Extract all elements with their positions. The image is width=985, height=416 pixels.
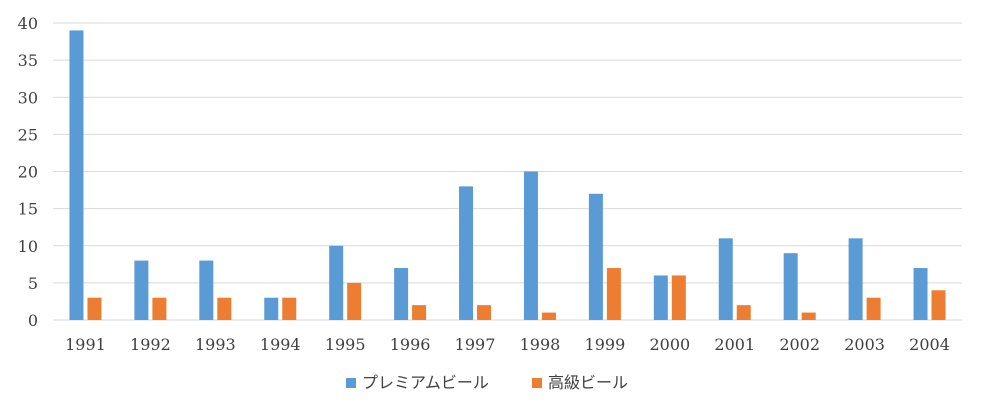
- bar-luxury-1993: [217, 297, 232, 320]
- bar-luxury-1997: [477, 305, 492, 320]
- x-tick-label: 2003: [844, 335, 885, 354]
- x-tick-label: 2002: [779, 335, 820, 354]
- y-tick-label: 5: [28, 274, 38, 293]
- bar-luxury-2001: [736, 305, 751, 320]
- y-tick-label: 0: [28, 311, 38, 330]
- bar-premium-1991: [69, 30, 84, 321]
- bar-premium-1999: [588, 193, 603, 320]
- legend: プレミアムビール 高級ビール: [346, 373, 628, 392]
- legend-swatch: [346, 378, 356, 388]
- legend-label: 高級ビール: [548, 373, 628, 392]
- x-tick-label: 1995: [325, 335, 366, 354]
- bar-premium-1996: [394, 268, 409, 320]
- bar-luxury-1994: [282, 297, 297, 320]
- y-tick-label: 10: [18, 237, 38, 256]
- y-tick-label: 35: [18, 51, 38, 70]
- x-tick-label: 2001: [714, 335, 755, 354]
- bar-premium-2003: [848, 238, 863, 320]
- y-tick-label: 25: [18, 125, 38, 144]
- legend-label: プレミアムビール: [362, 373, 489, 392]
- bar-luxury-2003: [866, 297, 881, 320]
- bar-premium-1993: [199, 260, 214, 320]
- x-tick-label: 1992: [130, 335, 171, 354]
- x-tick-label: 1993: [195, 335, 236, 354]
- bar-luxury-2004: [931, 290, 946, 320]
- bar-premium-1992: [134, 260, 149, 320]
- x-tick-label: 1998: [520, 335, 561, 354]
- bar-premium-2000: [653, 275, 668, 320]
- x-tick-label: 1994: [260, 335, 301, 354]
- y-axis: 0 5 10 15 20 25 30 35 40: [18, 14, 38, 330]
- bar-luxury-1999: [606, 268, 621, 320]
- legend-swatch: [532, 378, 542, 388]
- x-axis: 1991 1992 1993 1994 1995 1996 1997 1998 1999 2000…: [65, 335, 950, 354]
- y-tick-label: 30: [18, 88, 38, 107]
- bar-premium-1995: [329, 245, 344, 320]
- x-tick-label: 1991: [65, 335, 106, 354]
- bar-premium-2004: [913, 268, 928, 320]
- bar-premium-2002: [783, 253, 798, 320]
- x-tick-label: 1997: [455, 335, 496, 354]
- x-tick-label: 1999: [585, 335, 626, 354]
- bar-luxury-2002: [801, 312, 816, 320]
- bar-luxury-1995: [347, 282, 362, 320]
- bar-premium-1998: [523, 171, 538, 320]
- bars: [69, 30, 946, 321]
- bar-luxury-1992: [152, 297, 167, 320]
- bar-premium-2001: [718, 238, 733, 320]
- bar-premium-1997: [459, 186, 474, 320]
- x-tick-label: 2004: [909, 335, 950, 354]
- gridlines: [53, 22, 962, 321]
- bar-luxury-1996: [412, 305, 427, 320]
- y-tick-label: 20: [18, 163, 38, 182]
- bar-luxury-2000: [671, 275, 686, 320]
- bar-luxury-1998: [541, 312, 556, 320]
- bar-premium-1994: [264, 297, 279, 320]
- x-tick-label: 2000: [649, 335, 690, 354]
- y-tick-label: 40: [18, 14, 38, 33]
- bar-luxury-1991: [87, 297, 102, 320]
- x-tick-label: 1996: [390, 335, 431, 354]
- y-tick-label: 15: [18, 200, 38, 219]
